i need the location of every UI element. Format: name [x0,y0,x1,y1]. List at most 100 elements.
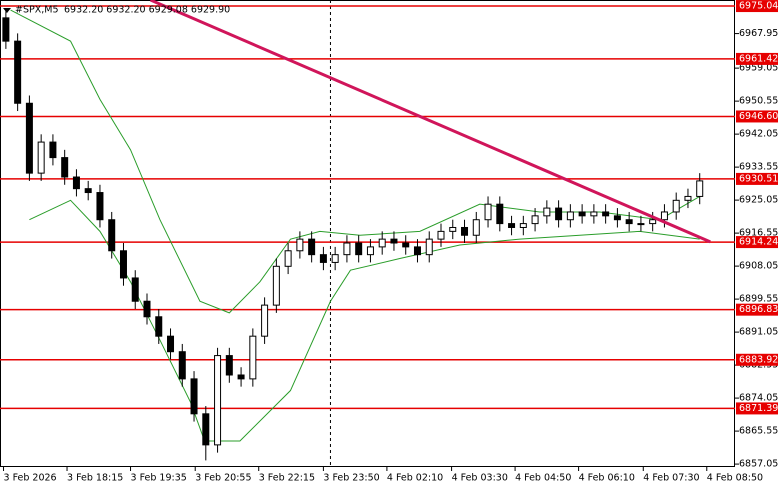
candle-body [131,277,139,302]
candle-body [61,157,69,178]
candle-body [472,219,480,236]
candle-body [461,226,469,236]
candle-body [637,223,645,226]
candle-body [296,238,304,252]
chart-title: #SPX,M5 [15,5,59,16]
level-label-box [736,402,778,415]
candle-body [72,176,80,190]
candle-body [308,238,316,256]
y-tick-label: 6933.55 [739,162,778,173]
plot-frame [0,0,735,467]
level-label: 6883.92 [739,354,778,365]
candle-body [590,211,598,217]
candle-body [96,192,104,221]
x-tick-label: 3 Feb 2026 [4,473,57,484]
candle-body [2,17,10,42]
candle-body [355,242,363,256]
level-label-box [736,236,778,249]
candle-body [119,250,127,279]
candle-body [413,246,421,256]
y-tick-label: 6865.55 [739,426,778,437]
candle-body [249,335,257,380]
x-tick-label: 4 Feb 07:30 [643,473,699,484]
x-tick-label: 4 Feb 08:50 [707,473,763,484]
candle-body [108,219,116,252]
candle-body [214,355,222,446]
candle-body [167,335,175,353]
y-tick-label: 6874.05 [739,393,778,404]
candle-body [531,215,539,225]
candle-body [508,223,516,228]
level-label-box [736,353,778,366]
x-tick-label: 3 Feb 18:15 [67,473,123,484]
candle-body [484,203,492,221]
candle-body [237,374,245,380]
candle-body [649,219,657,225]
candle-body [49,141,57,159]
y-tick-label: 6908.05 [739,261,778,272]
level-label: 6914.24 [739,237,778,248]
y-tick-label: 6857.05 [739,459,778,470]
candle-body [319,254,327,263]
level-label: 6871.39 [739,403,778,414]
level-label-box [736,0,778,13]
candle-body [449,226,457,232]
y-tick-label: 6916.55 [739,228,778,239]
candle-body [672,199,680,213]
trend-line [149,0,711,244]
candle-body [261,304,269,337]
x-tick-label: 3 Feb 19:35 [131,473,187,484]
ohlc-text: 6932.20 6932.20 6929.08 6929.90 [64,5,230,16]
x-tick-label: 4 Feb 06:10 [579,473,635,484]
candle-body [566,211,574,221]
candle-body [284,250,292,267]
level-label-box [736,303,778,316]
candle-body [343,242,351,256]
candle-body [225,355,233,376]
level-label-box [736,52,778,65]
x-tick-label: 4 Feb 04:50 [515,473,571,484]
candle-body [660,211,668,221]
candle-body [602,211,610,217]
level-label: 6961.42 [739,53,778,64]
candle-body [496,203,504,225]
level-label: 6930.51 [739,173,778,184]
x-tick-label: 3 Feb 23:50 [323,473,379,484]
menu-arrow [3,8,11,13]
candle-body [366,246,374,256]
candle-body [437,230,445,240]
candle-body [519,223,527,228]
candle-body [402,242,410,248]
candle-body [625,219,633,225]
y-tick-label: 6942.05 [739,129,778,140]
candle-body [37,141,45,174]
x-tick-label: 4 Feb 02:10 [387,473,443,484]
candle-body [190,378,198,415]
candle-body [84,188,92,194]
candle-body [425,238,433,256]
x-tick-label: 4 Feb 03:30 [452,473,508,484]
candle-body [14,40,22,104]
level-label: 6975.04 [739,1,778,12]
y-tick-label: 6891.05 [739,327,778,338]
candle-body [272,265,280,306]
candle-body [390,238,398,244]
level-label-box [736,110,778,123]
candle-body [155,316,163,337]
level-label-box [736,172,778,185]
candle-body [613,215,621,221]
y-tick-label: 6959.05 [739,63,778,74]
candle-body [578,211,586,217]
candle-body [543,207,551,217]
level-label: 6946.60 [739,111,778,122]
candle-body [331,254,339,263]
candle-body [25,102,33,174]
candle-body [555,207,563,221]
candle-body [143,300,151,318]
y-tick-label: 6899.55 [739,294,778,305]
candle-body [696,180,704,197]
y-tick-label: 6967.95 [739,28,778,39]
candle-body [684,195,692,201]
